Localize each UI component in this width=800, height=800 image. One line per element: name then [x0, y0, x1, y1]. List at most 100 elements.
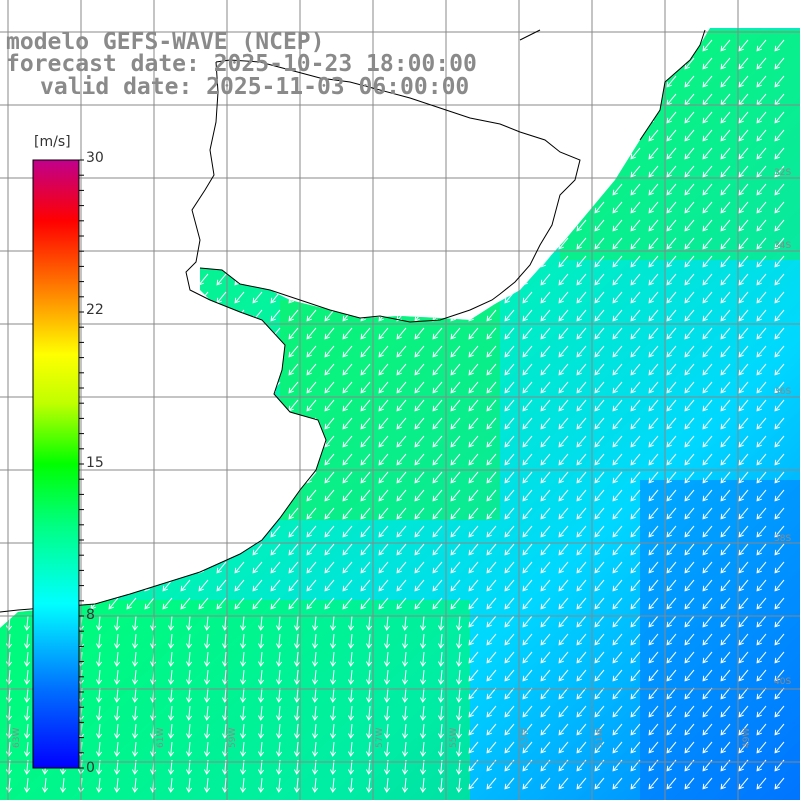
wind-arrow — [23, 687, 31, 703]
wind-arrow — [774, 525, 785, 538]
wind-arrow — [108, 147, 119, 160]
wind-arrow — [612, 273, 623, 286]
wind-arrow — [378, 165, 389, 178]
wind-arrow — [504, 381, 515, 394]
wind-arrow — [504, 129, 515, 142]
wind-arrow — [468, 687, 479, 700]
wind-arrow — [414, 561, 425, 574]
wind-arrow — [306, 255, 317, 268]
wind-arrow — [612, 471, 623, 484]
wind-arrow — [378, 291, 389, 304]
wind-arrow — [432, 435, 443, 448]
wind-arrow — [522, 669, 533, 682]
wind-arrow — [576, 219, 587, 232]
wind-arrow — [558, 615, 569, 628]
wind-arrow — [131, 741, 139, 757]
wind-arrow — [558, 309, 569, 322]
wind-arrow — [558, 597, 569, 610]
wind-arrow — [576, 597, 587, 610]
wind-arrow — [756, 453, 767, 466]
wind-arrow — [167, 687, 175, 703]
wind-arrow — [342, 345, 353, 358]
wind-arrow — [0, 327, 11, 340]
wind-arrow — [378, 543, 389, 556]
wind-arrow — [383, 705, 391, 721]
wind-arrow — [666, 255, 677, 268]
wind-arrow — [522, 183, 533, 196]
wind-arrow — [594, 345, 605, 358]
wind-arrow — [306, 399, 317, 412]
wind-arrow — [288, 435, 299, 448]
wind-arrow — [239, 633, 247, 649]
wind-arrow — [329, 633, 337, 649]
wind-arrow — [216, 129, 227, 142]
wind-arrow — [756, 183, 767, 196]
wind-arrow — [702, 327, 713, 340]
wind-arrow — [378, 453, 389, 466]
wind-arrow — [360, 327, 371, 340]
wind-arrow — [450, 489, 461, 502]
wind-arrow — [486, 687, 497, 700]
wind-arrow — [126, 111, 137, 124]
wind-arrow — [162, 309, 173, 322]
wind-arrow — [23, 705, 31, 721]
wind-arrow — [684, 291, 695, 304]
wind-arrow — [108, 291, 119, 304]
wind-arrow — [18, 273, 29, 286]
wind-arrow — [360, 291, 371, 304]
wind-arrow — [576, 507, 587, 520]
wind-arrow — [378, 399, 389, 412]
wind-arrow — [126, 417, 137, 430]
wind-arrow — [126, 219, 137, 232]
wind-arrow — [293, 705, 301, 721]
wind-arrow — [450, 399, 461, 412]
wind-arrow — [738, 741, 749, 754]
wind-arrow — [108, 273, 119, 286]
wind-arrow — [396, 597, 407, 610]
wind-arrow — [738, 597, 749, 610]
wind-arrow — [666, 489, 677, 502]
wind-arrow — [0, 543, 11, 556]
wind-arrow — [144, 111, 155, 124]
wind-arrow — [342, 327, 353, 340]
wind-arrow — [702, 111, 713, 124]
wind-arrow — [450, 381, 461, 394]
wind-arrow — [756, 129, 767, 142]
wind-arrow — [486, 75, 497, 88]
wind-arrow — [648, 687, 659, 700]
wind-arrow — [342, 255, 353, 268]
wind-arrow — [360, 111, 371, 124]
wind-arrow — [18, 147, 29, 160]
wind-arrow — [90, 489, 101, 502]
wind-arrow — [324, 111, 335, 124]
wind-arrow — [252, 129, 263, 142]
wind-arrow — [131, 651, 139, 667]
wind-arrow — [666, 291, 677, 304]
wind-arrow — [720, 597, 731, 610]
wind-arrow — [486, 669, 497, 682]
wind-arrow — [630, 219, 641, 232]
wind-arrow — [144, 381, 155, 394]
wind-arrow — [540, 435, 551, 448]
wind-arrow — [720, 507, 731, 520]
wind-arrow — [576, 309, 587, 322]
wind-arrow — [306, 165, 317, 178]
wind-arrow — [180, 309, 191, 322]
wind-arrow — [293, 723, 301, 739]
wind-arrow — [396, 399, 407, 412]
wind-arrow — [306, 273, 317, 286]
wind-arrow — [293, 651, 301, 667]
colorbar-ramp — [32, 159, 80, 769]
wind-arrow — [666, 507, 677, 520]
wind-arrow — [468, 291, 479, 304]
wind-arrow — [432, 219, 443, 232]
wind-arrow — [18, 453, 29, 466]
wind-arrow — [468, 255, 479, 268]
wind-arrow — [108, 489, 119, 502]
wind-arrow — [5, 651, 13, 667]
wind-arrow — [252, 237, 263, 250]
wind-arrow — [396, 489, 407, 502]
wind-arrow — [576, 327, 587, 340]
wind-arrow — [144, 489, 155, 502]
wind-arrow — [504, 723, 515, 736]
